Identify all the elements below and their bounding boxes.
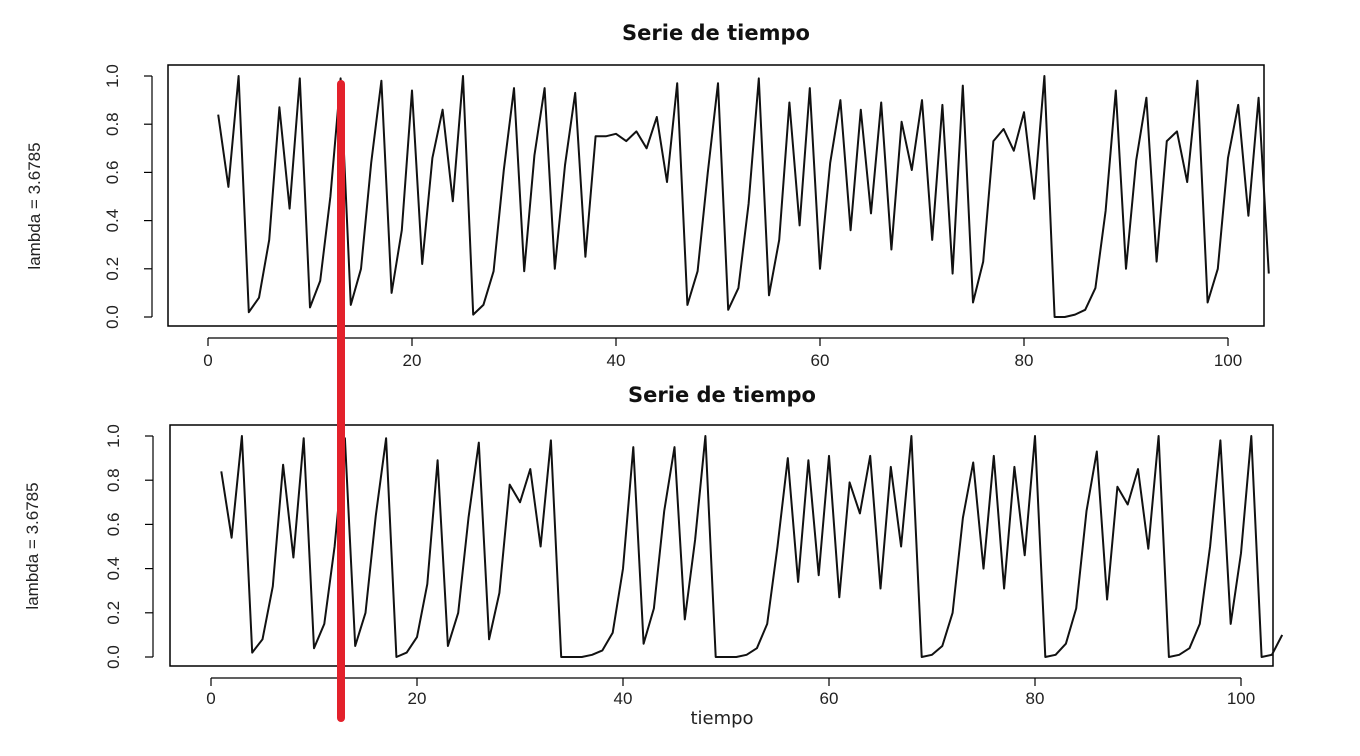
y-tick-label: 0.8 [104, 468, 123, 492]
y-tick-label: 0.0 [103, 305, 122, 329]
x-tick-label: 40 [607, 351, 626, 370]
y-axis-label-bottom: lambda = 3.6785 [23, 482, 42, 609]
y-tick-label: 1.0 [104, 424, 123, 448]
y-tick-label: 0.4 [103, 209, 122, 233]
y-tick-label: 0.0 [104, 645, 123, 669]
x-tick-label: 20 [403, 351, 422, 370]
x-tick-label: 20 [408, 689, 427, 708]
series-line [217, 75, 1270, 318]
x-tick-label: 0 [203, 351, 212, 370]
y-tick-label: 0.4 [104, 557, 123, 581]
y-tick-label: 0.2 [103, 257, 122, 281]
x-axis-label-bottom: tiempo [690, 708, 753, 729]
x-tick-label: 60 [820, 689, 839, 708]
series-line [220, 435, 1284, 658]
series-lines-top [217, 75, 1270, 318]
x-tick-label: 0 [206, 689, 215, 708]
axis-ticks-bottom: 0 20 40 60 80 100 0.0 0.2 0.4 0.6 0.8 1.0 [104, 424, 1255, 708]
y-tick-label: 0.8 [103, 112, 122, 136]
y-tick-label: 0.6 [104, 513, 123, 537]
x-tick-label: 100 [1227, 689, 1255, 708]
series-lines-bottom [220, 435, 1284, 658]
y-axis-label-top: lambda = 3.6785 [25, 142, 44, 269]
x-tick-label: 80 [1015, 351, 1034, 370]
y-tick-label: 1.0 [103, 64, 122, 88]
axis-ticks-top: 0 20 40 60 80 100 0.0 0.2 0.4 0.6 0.8 1.0 [103, 64, 1242, 370]
y-tick-label: 0.6 [103, 161, 122, 185]
x-tick-label: 80 [1026, 689, 1045, 708]
chart-panel-top: Serie de tiempo lambda = 3.6785 0 20 40 60 8… [25, 21, 1270, 370]
x-tick-label: 60 [811, 351, 830, 370]
x-tick-label: 40 [614, 689, 633, 708]
plot-frame-bottom [169, 424, 1274, 667]
chart-panel-bottom: Serie de tiempo lambda = 3.6785 tiempo 0… [23, 383, 1284, 729]
chart-title-top: Serie de tiempo [622, 21, 810, 45]
y-tick-label: 0.2 [104, 601, 123, 625]
x-tick-label: 100 [1214, 351, 1242, 370]
chart-title-bottom: Serie de tiempo [628, 383, 816, 407]
